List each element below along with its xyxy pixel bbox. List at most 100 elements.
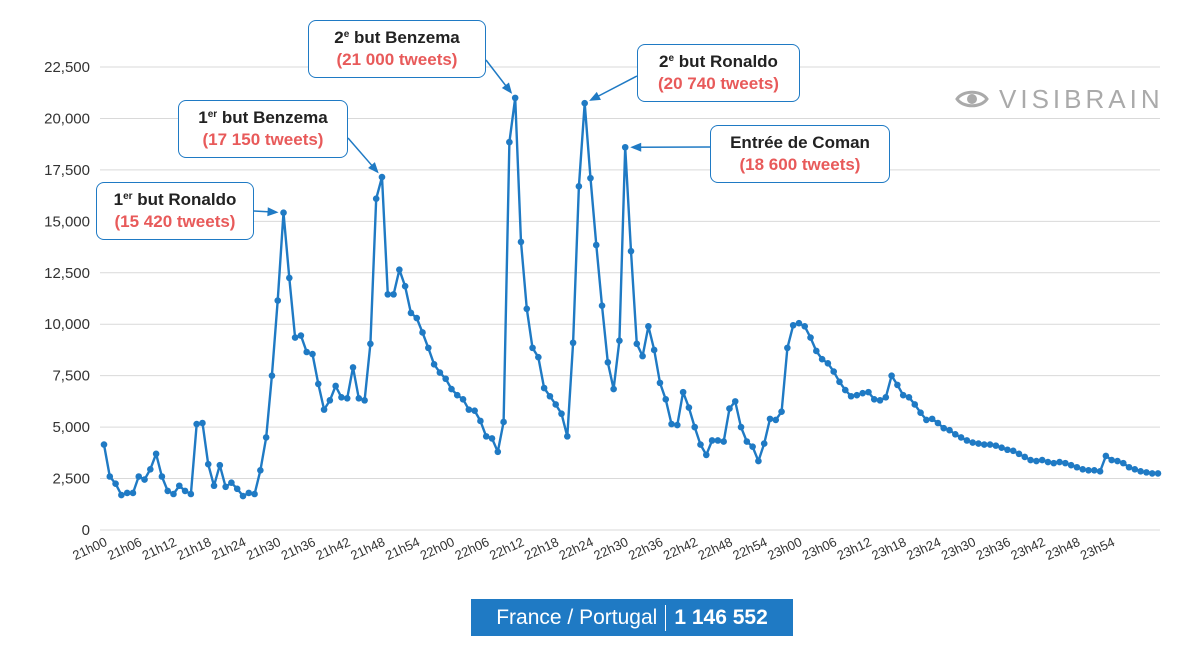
data-point [390,291,397,298]
data-point [1004,446,1011,454]
data-point [969,439,976,446]
data-point [181,487,189,495]
data-point [841,386,849,394]
data-point [708,437,716,444]
data-point [587,174,594,182]
data-point [129,489,137,497]
x-tick-label: 22h24 [557,534,596,563]
data-point [1038,456,1046,464]
data-point [650,346,658,354]
data-point [1073,463,1081,471]
data-point [419,329,426,336]
data-point [164,487,172,495]
data-point [535,353,542,361]
data-point [1108,456,1115,464]
data-point [957,434,965,441]
data-point [239,492,247,500]
x-tick-label: 21h24 [209,534,248,563]
data-point [1119,459,1127,467]
annotation-callout: 2e but Benzema (21 000 tweets) [308,20,486,78]
data-point [314,380,322,388]
data-point [563,433,571,440]
visibrain-logo: VISIBRAIN [955,84,1164,114]
data-point [523,305,531,313]
data-point [911,401,919,408]
data-point [233,485,241,493]
data-point [453,391,461,399]
data-point [888,372,895,379]
data-point [500,418,507,426]
data-point [384,291,392,298]
x-tick-label: 21h18 [174,534,213,563]
data-point [343,395,351,402]
data-point [170,490,177,498]
x-tick-label: 21h54 [383,534,422,563]
x-tick-label: 21h30 [244,534,283,563]
data-point [286,274,293,282]
x-tick-label: 23h30 [939,534,978,563]
data-point [152,450,160,458]
y-tick-label: 0 [82,522,90,539]
y-tick-label: 2,500 [52,471,90,488]
x-tick-label: 23h36 [974,534,1013,563]
x-tick-label: 23h06 [800,534,839,563]
data-point [830,368,837,375]
x-tick-label: 23h54 [1078,534,1117,563]
data-point [326,397,334,404]
data-point [859,389,866,397]
data-point [268,372,276,379]
x-tick-label: 22h30 [591,534,630,563]
data-point [1102,452,1110,460]
data-point [280,209,287,216]
y-tick-label: 22,500 [44,59,90,76]
data-point [546,392,554,400]
data-point [917,409,924,417]
data-point [436,369,444,376]
data-point [303,348,310,356]
data-point [367,340,374,348]
footer-total: 1 146 552 [674,605,768,629]
data-point [135,473,143,480]
x-tick-label: 22h06 [452,534,491,563]
x-tick-label: 22h48 [696,534,735,563]
annotation-arrow-head [501,82,513,94]
x-tick-label: 21h12 [140,534,179,563]
data-point [616,337,623,344]
data-point [789,321,797,329]
data-point [784,344,791,352]
footer-total-badge: France / Portugal 1 146 552 [471,599,793,636]
data-point [1009,447,1017,455]
data-point [621,143,629,151]
data-point [222,483,229,491]
y-tick-label: 7,500 [52,368,90,385]
data-point [882,393,890,401]
data-point [668,420,675,428]
data-point [210,482,218,490]
data-point [309,350,316,358]
data-point [824,360,832,367]
data-point [731,398,739,405]
data-point [204,460,212,468]
data-point [430,361,438,368]
annotation-callout: Entrée de Coman (18 600 tweets) [710,125,890,183]
data-point [332,382,339,390]
x-tick-label: 21h06 [105,534,144,563]
data-point [610,385,617,393]
data-point [471,407,478,414]
annotation-count: (21 000 tweets) [336,50,458,69]
footer-label: France / Portugal [496,605,658,629]
data-point [1154,470,1162,477]
data-point [876,397,884,404]
data-point [1033,457,1040,465]
data-point [372,195,380,202]
data-point [836,378,843,386]
data-point [158,473,166,480]
data-point [187,490,195,498]
data-point [338,393,345,401]
y-tick-label: 10,000 [44,316,90,333]
annotation-title: Entrée de Coman [730,133,870,152]
data-point [511,94,519,102]
annotation-arrow-head [267,207,279,217]
data-point [529,344,536,352]
data-point [870,396,878,403]
